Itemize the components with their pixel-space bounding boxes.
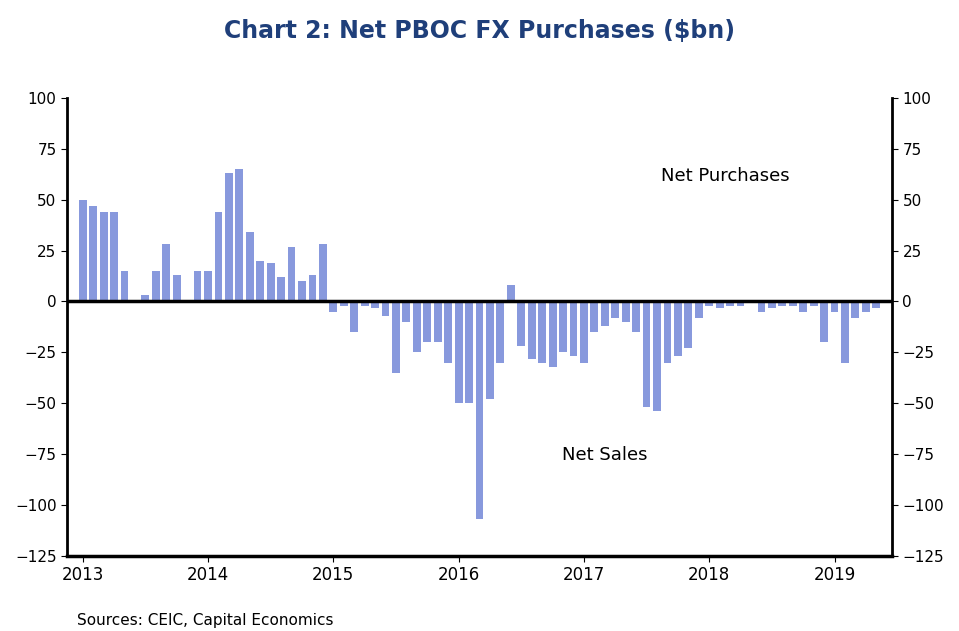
- Bar: [204, 271, 212, 302]
- Bar: [267, 262, 274, 302]
- Bar: [779, 302, 786, 305]
- Bar: [768, 302, 776, 307]
- Bar: [371, 302, 379, 307]
- Bar: [225, 173, 233, 302]
- Bar: [152, 271, 160, 302]
- Bar: [288, 247, 295, 302]
- Bar: [758, 302, 765, 312]
- Bar: [486, 302, 494, 399]
- Bar: [591, 302, 598, 332]
- Bar: [580, 302, 588, 363]
- Bar: [256, 261, 264, 302]
- Bar: [726, 302, 734, 305]
- Bar: [799, 302, 807, 312]
- Text: Net Sales: Net Sales: [562, 446, 647, 464]
- Bar: [527, 302, 536, 358]
- Bar: [643, 302, 650, 408]
- Bar: [685, 302, 692, 348]
- Bar: [497, 302, 504, 363]
- Bar: [403, 302, 410, 322]
- Bar: [361, 302, 368, 305]
- Bar: [329, 302, 338, 312]
- Bar: [715, 302, 724, 307]
- Bar: [664, 302, 671, 363]
- Bar: [100, 212, 107, 302]
- Bar: [339, 302, 348, 305]
- Bar: [235, 169, 244, 302]
- Bar: [382, 302, 389, 316]
- Bar: [298, 281, 306, 302]
- Bar: [89, 206, 97, 302]
- Bar: [611, 302, 620, 318]
- Bar: [350, 302, 358, 332]
- Bar: [873, 302, 880, 307]
- Bar: [820, 302, 828, 342]
- Bar: [141, 295, 150, 302]
- Bar: [507, 285, 515, 302]
- Bar: [444, 302, 452, 363]
- Bar: [538, 302, 546, 363]
- Bar: [789, 302, 797, 305]
- Bar: [413, 302, 421, 352]
- Bar: [674, 302, 682, 357]
- Bar: [695, 302, 703, 318]
- Bar: [162, 244, 170, 302]
- Bar: [841, 302, 849, 363]
- Bar: [862, 302, 870, 312]
- Bar: [423, 302, 432, 342]
- Text: Net Purchases: Net Purchases: [661, 167, 789, 185]
- Bar: [173, 275, 180, 302]
- Bar: [517, 302, 526, 346]
- Bar: [277, 277, 285, 302]
- Bar: [79, 199, 86, 302]
- Bar: [570, 302, 577, 357]
- Bar: [465, 302, 473, 403]
- Bar: [653, 302, 661, 411]
- Bar: [309, 275, 316, 302]
- Bar: [121, 271, 129, 302]
- Bar: [215, 212, 222, 302]
- Bar: [392, 302, 400, 373]
- Text: Sources: CEIC, Capital Economics: Sources: CEIC, Capital Economics: [77, 613, 333, 628]
- Bar: [830, 302, 838, 312]
- Bar: [809, 302, 818, 305]
- Bar: [852, 302, 859, 318]
- Bar: [621, 302, 630, 322]
- Bar: [559, 302, 567, 352]
- Bar: [110, 212, 118, 302]
- Bar: [476, 302, 483, 519]
- Bar: [601, 302, 609, 326]
- Bar: [549, 302, 556, 367]
- Bar: [194, 271, 201, 302]
- Bar: [433, 302, 442, 342]
- Bar: [737, 302, 744, 305]
- Bar: [705, 302, 713, 305]
- Text: Chart 2: Net PBOC FX Purchases ($bn): Chart 2: Net PBOC FX Purchases ($bn): [224, 19, 735, 43]
- Bar: [319, 244, 327, 302]
- Bar: [246, 232, 254, 302]
- Bar: [455, 302, 462, 403]
- Bar: [632, 302, 640, 332]
